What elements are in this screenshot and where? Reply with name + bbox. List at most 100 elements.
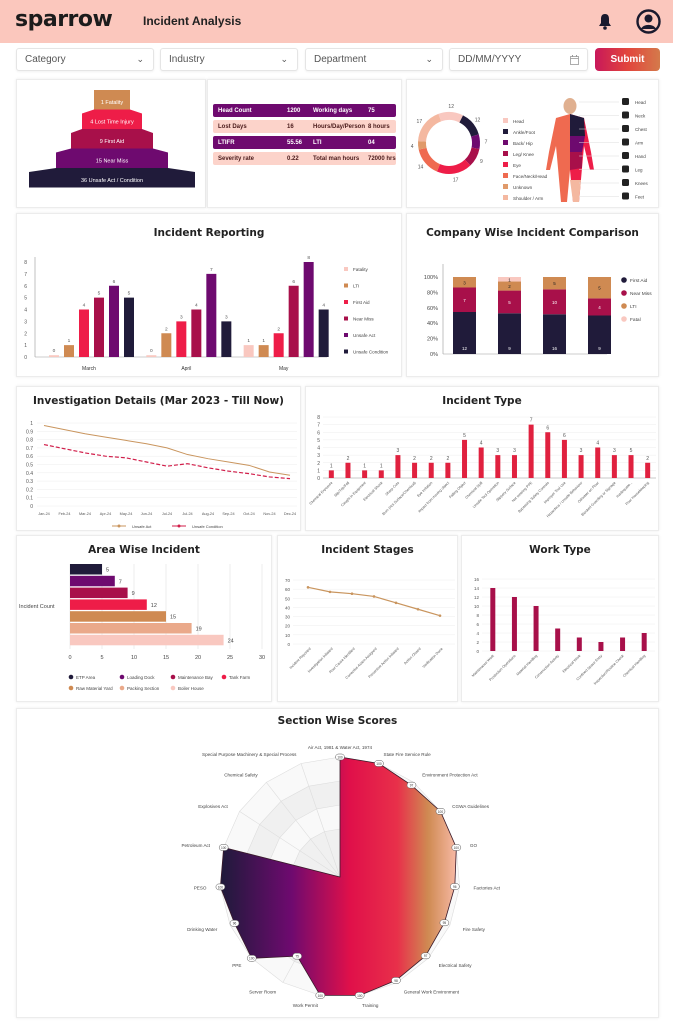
stats-key: LTIFR xyxy=(218,139,235,146)
bar xyxy=(70,575,115,587)
line-point xyxy=(394,601,398,605)
bar-value-label: 3 xyxy=(496,448,499,454)
x-tick-label: March xyxy=(82,366,96,372)
bar-value-label: 2 xyxy=(165,326,168,332)
radar-point-badge xyxy=(229,920,240,927)
x-tick-label: Dec-24 xyxy=(284,512,296,516)
body-part-icon xyxy=(622,165,629,173)
body-injury-chart: 12 12 7 9 17 14 4 17 Head Ankle/Foot Back/ Hip Leg/… xyxy=(411,98,649,202)
y-tick-label: 4 xyxy=(476,631,479,636)
radar-axis-label: General Work Environment xyxy=(404,989,460,994)
department-select[interactable]: Department ⌄ xyxy=(305,48,443,71)
bar-value-label: 6 xyxy=(563,433,566,439)
bell-icon[interactable] xyxy=(598,13,612,30)
line-point xyxy=(438,614,442,617)
bar-value-label: 4 xyxy=(83,303,86,309)
radar-point-value: 100 xyxy=(438,810,444,814)
stats-row: LTIFR 55.56 LTI 04 xyxy=(213,136,396,149)
calendar-icon[interactable] xyxy=(570,55,579,65)
bar-value-label: 0 xyxy=(53,348,56,354)
legend-label: Unsafe Condition xyxy=(192,524,223,529)
y-tick-label: 6 xyxy=(476,622,479,627)
bar xyxy=(70,564,102,575)
investigation-title: Investigation Details (Mar 2023 - Till N… xyxy=(32,395,284,407)
y-tick-label: 0 xyxy=(287,642,290,647)
sparrow-logo[interactable]: sparrow xyxy=(15,7,113,32)
body-injury-card: 12 12 7 9 17 14 4 17 Head Ankle/Foot Back/ Hip Leg/… xyxy=(406,79,659,208)
legend-swatch xyxy=(119,685,125,691)
segment-value-label: 3 xyxy=(463,280,466,285)
series-line xyxy=(43,443,291,480)
radar-axis-label: Work Permit xyxy=(293,1003,319,1008)
bar xyxy=(49,355,59,357)
stacked-bar-segment xyxy=(543,314,566,354)
y-tick-label: 6 xyxy=(317,430,320,436)
body-lower-leg xyxy=(570,180,581,202)
x-tick-label: Burn (Hot Surface/Chemical) xyxy=(381,481,416,516)
body-part-icon xyxy=(622,179,629,186)
y-tick-label: 20% xyxy=(427,337,438,343)
bar xyxy=(595,447,601,478)
stacked-bar-segment xyxy=(543,289,566,315)
segment-value-label: 4 xyxy=(598,305,601,310)
date-placeholder: DD/MM/YYYY xyxy=(458,54,522,65)
bar xyxy=(124,297,134,357)
donut-slice xyxy=(438,112,464,123)
x-tick-label: Mar-24 xyxy=(79,512,91,516)
y-tick-label: 0.8 xyxy=(26,438,33,444)
legend-label: Eye xyxy=(513,163,521,168)
bar xyxy=(528,424,534,478)
body-part-label: Head xyxy=(635,100,646,105)
y-tick-label: 5 xyxy=(317,438,320,444)
date-input[interactable]: DD/MM/YYYY xyxy=(449,48,588,71)
bar xyxy=(221,321,232,357)
legend-swatch xyxy=(503,118,508,123)
bar-value-label: 5 xyxy=(106,568,109,574)
industry-select[interactable]: Industry ⌄ xyxy=(160,48,298,71)
y-tick-label: 0 xyxy=(30,504,33,510)
incident-pyramid: 1 Fatality 4 Lost Time Injury 9 First Aid 1… xyxy=(29,90,195,188)
category-select-label: Category xyxy=(25,54,66,65)
bar-value-label: 3 xyxy=(613,448,616,454)
bar-value-label: 4 xyxy=(195,303,198,309)
stats-row: Severity rate 0.22 Total man hours 72000 hr… xyxy=(213,152,396,165)
radar-point-value: 100 xyxy=(221,846,227,850)
body-part-icon xyxy=(622,138,629,146)
stats-row: Head Count 1200 Working days 75 xyxy=(213,104,396,117)
incident-stages-card: Incident Stages 0 10 20 30 40 50 60 70 Incident … xyxy=(277,535,458,702)
legend-label: ETP Area xyxy=(76,675,96,680)
x-tick-label: 20 xyxy=(195,655,201,661)
legend-label: Ankle/Foot xyxy=(513,130,536,135)
bar xyxy=(258,345,269,357)
bar xyxy=(362,470,368,478)
legend-label: First Aid xyxy=(353,300,370,305)
user-avatar-icon[interactable] xyxy=(636,9,661,34)
x-tick-label: Aug-24 xyxy=(202,512,214,516)
radar-point-value: 97 xyxy=(424,954,428,958)
company-comparison-title: Company Wise Incident Comparison xyxy=(426,227,639,239)
bar xyxy=(328,470,334,478)
y-tick-label: 2 xyxy=(317,461,320,467)
pyramid-level-label: 36 Unsafe Act / Condition xyxy=(81,178,143,184)
company-comparison-chart: 0% 20% 40% 60% 80% 100% 12 7 3 9 5 2 1 16 10 5 9 4 5 First … xyxy=(424,264,652,358)
body-hip xyxy=(570,152,582,170)
body-part-label: Leg xyxy=(635,168,643,173)
legend-marker xyxy=(117,524,121,528)
x-tick-label: 10 xyxy=(131,655,137,661)
x-tick-label: Jan-24 xyxy=(38,512,50,516)
radar-point-badge xyxy=(439,919,450,927)
bar xyxy=(490,588,496,651)
legend-label: Unknown xyxy=(513,185,533,190)
y-tick-label: 2 xyxy=(24,331,27,337)
y-tick-label: 2 xyxy=(476,640,479,645)
pyramid-level-label: 15 Near Miss xyxy=(96,158,129,164)
bar xyxy=(511,455,517,478)
legend-marker xyxy=(177,524,181,528)
radar-axis-label: State Fire Service Rule xyxy=(384,752,432,757)
category-select[interactable]: Category ⌄ xyxy=(16,48,154,71)
y-tick-label: 10 xyxy=(285,633,291,638)
submit-button[interactable]: Submit xyxy=(595,48,660,71)
stats-value: 75 xyxy=(368,107,375,114)
legend-swatch xyxy=(344,267,348,271)
bar xyxy=(70,599,147,610)
